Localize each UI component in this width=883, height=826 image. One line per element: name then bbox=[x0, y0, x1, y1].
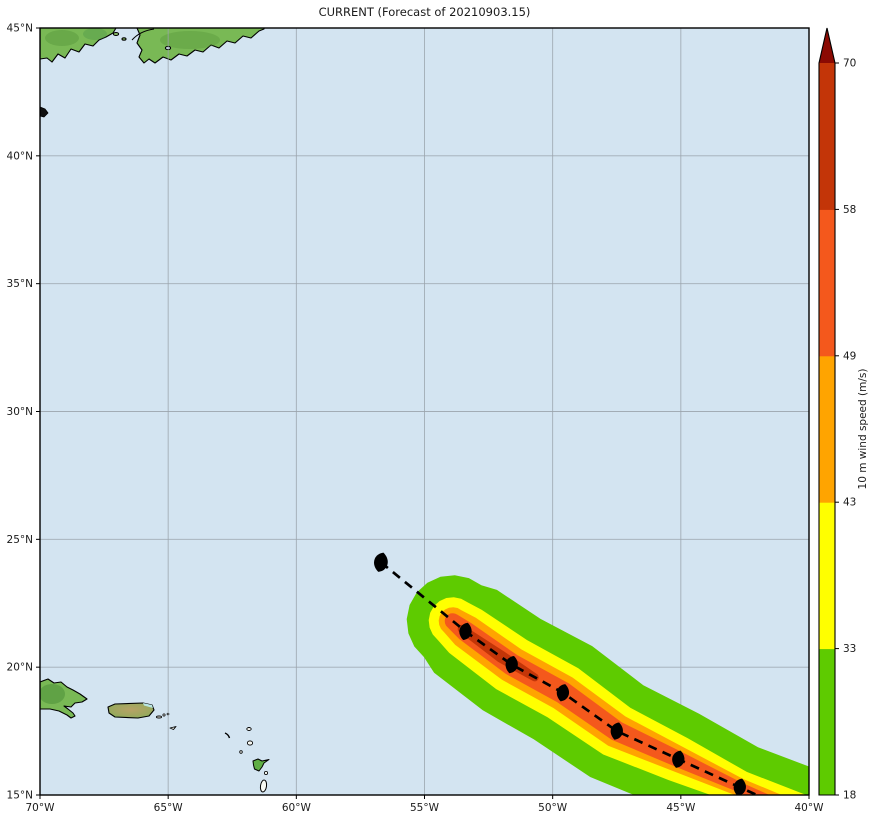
x-tick-label: 55°W bbox=[410, 802, 440, 814]
colorbar-outline bbox=[818, 27, 836, 796]
colorbar-tick-label: 70 bbox=[843, 58, 856, 70]
axis-labels: 70°W 65°W 60°W 55°W 50°W 45°W 40°W 15°N 20°N 25°N… bbox=[7, 23, 825, 815]
y-tick-label: 15°N bbox=[7, 790, 33, 802]
axis-ticks bbox=[36, 27, 810, 799]
land-layer bbox=[40, 28, 270, 793]
land-pr-lagoon bbox=[143, 703, 153, 708]
land-hispaniola-shading bbox=[40, 684, 65, 704]
colorbar-segments bbox=[818, 27, 836, 796]
colorbar-segment-58-70 bbox=[819, 63, 835, 210]
island-st-croix bbox=[169, 726, 177, 730]
colorbar-tick-label: 18 bbox=[843, 790, 856, 802]
island-guadeloupe bbox=[252, 758, 270, 772]
island-barbuda bbox=[246, 727, 252, 731]
colorbar: 18 33 43 49 58 70 10 m wind speed (m/s) bbox=[818, 27, 869, 802]
y-tick-label: 20°N bbox=[7, 662, 33, 674]
coastline-bay-of-fundy bbox=[131, 28, 155, 41]
land-hispaniola bbox=[40, 678, 88, 719]
y-tick-label: 30°N bbox=[7, 406, 33, 418]
graticule-layer bbox=[40, 28, 809, 795]
x-tick-label: 65°W bbox=[154, 802, 184, 814]
colorbar-tick-label: 43 bbox=[843, 497, 856, 509]
plot-frame bbox=[39, 27, 810, 796]
forecast-position-marker bbox=[672, 750, 685, 768]
colorbar-axis-label: 10 m wind speed (m/s) bbox=[857, 369, 869, 490]
forecast-position-marker bbox=[556, 684, 570, 702]
x-tick-label: 45°W bbox=[666, 802, 696, 814]
island-marie-galante bbox=[263, 771, 268, 776]
map-canvas bbox=[40, 28, 809, 795]
storm-track-layer bbox=[374, 552, 760, 795]
y-tick-label: 40°N bbox=[7, 150, 33, 162]
swath-band-49-58 bbox=[444, 613, 770, 795]
y-tick-label: 25°N bbox=[7, 534, 33, 546]
land-nova-scotia bbox=[136, 28, 265, 64]
island-icon bbox=[121, 37, 127, 41]
colorbar-extend-arrow bbox=[819, 28, 835, 63]
land-cape-cod bbox=[40, 106, 49, 118]
forecast-position-marker bbox=[610, 722, 623, 740]
x-tick-label: 50°W bbox=[538, 802, 568, 814]
land-maine-shading bbox=[83, 28, 107, 40]
x-tick-label: 60°W bbox=[282, 802, 312, 814]
colorbar-segment-43-49 bbox=[819, 355, 835, 503]
y-tick-label: 35°N bbox=[7, 278, 33, 290]
island-dominica bbox=[259, 779, 268, 793]
land-ns-shading bbox=[160, 31, 220, 49]
swath-band-33-43 bbox=[428, 597, 807, 795]
swath-band-43-49 bbox=[438, 607, 782, 795]
land-puerto-rico bbox=[107, 702, 155, 719]
island-icon bbox=[162, 713, 166, 717]
y-tick-label: 45°N bbox=[7, 23, 33, 35]
colorbar-tick-label: 58 bbox=[843, 204, 856, 216]
colorbar-tick-label: 49 bbox=[843, 350, 856, 362]
colorbar-tick-label: 33 bbox=[843, 643, 856, 655]
colorbar-ticks: 18 33 43 49 58 70 bbox=[835, 58, 856, 802]
forecast-position-marker bbox=[733, 778, 746, 795]
colorbar-segment-49-58 bbox=[819, 209, 835, 357]
island-antigua bbox=[246, 740, 254, 746]
forecast-position-marker bbox=[505, 655, 518, 674]
x-tick-label: 40°W bbox=[795, 802, 825, 814]
island-st-kitts bbox=[224, 732, 231, 739]
colorbar-segment-18-33 bbox=[819, 648, 835, 796]
forecast-position-marker bbox=[459, 622, 472, 641]
island-vieques bbox=[155, 715, 163, 719]
plot-title: CURRENT (Forecast of 20210903.15) bbox=[318, 5, 531, 19]
current-position-marker bbox=[374, 552, 388, 572]
land-maine-shading bbox=[45, 30, 79, 46]
colorbar-segment-33-43 bbox=[819, 502, 835, 650]
island-montserrat bbox=[239, 750, 243, 754]
land-maine-coast bbox=[40, 28, 117, 63]
x-tick-label: 70°W bbox=[26, 802, 56, 814]
island-icon bbox=[112, 31, 120, 37]
